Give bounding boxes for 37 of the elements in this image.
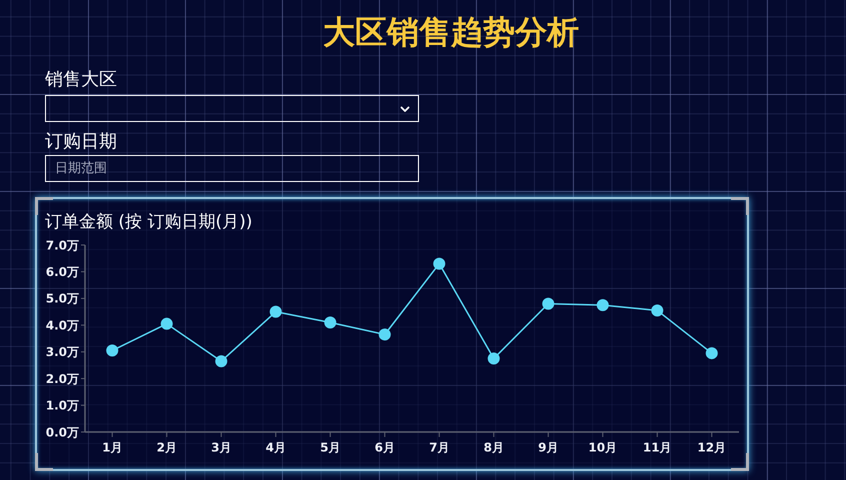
y-tick-label: 4.0万	[46, 318, 79, 332]
y-tick-label: 0.0万	[46, 425, 79, 440]
point	[378, 328, 391, 340]
x-tick-label: 6月	[374, 440, 395, 455]
point	[270, 306, 282, 318]
x-tick-label: 3月	[211, 440, 232, 455]
point	[433, 258, 446, 270]
point	[596, 299, 609, 312]
point	[106, 344, 118, 357]
point	[488, 352, 500, 365]
y-tick-label: 3.0万	[46, 345, 79, 360]
x-tick-label: 9月	[538, 440, 558, 455]
point	[215, 355, 228, 368]
x-tick-label: 11月	[642, 440, 672, 455]
point	[160, 318, 173, 330]
text: 销售大区	[45, 69, 117, 91]
input-field: 日期范围	[45, 155, 419, 182]
point	[542, 298, 554, 310]
y-tick-label: 6.0万	[46, 264, 79, 279]
text: 订购日期	[45, 131, 117, 153]
x-tick-label: 4月	[266, 440, 286, 455]
point	[324, 316, 336, 328]
x-tick-label: 8月	[484, 440, 504, 455]
y-tick-label: 2.0万	[46, 372, 79, 386]
point	[706, 347, 718, 360]
point	[651, 304, 664, 316]
y-tick-label: 5.0万	[46, 292, 79, 306]
text: 大区销售趋势分析	[322, 12, 580, 52]
y-tick-label: 7.0万	[46, 238, 79, 252]
x-tick-label: 1月	[102, 440, 122, 455]
x-tick-label: 5月	[320, 440, 340, 455]
y-tick-label: 1.0万	[46, 398, 79, 413]
x-tick-label: 7月	[429, 440, 450, 455]
x-tick-label: 12月	[697, 440, 726, 455]
x-tick-label: 2月	[156, 440, 177, 455]
chart-title: 订单金额 (按 订购日期(月))	[45, 211, 252, 233]
x-tick-label: 10月	[588, 440, 618, 455]
